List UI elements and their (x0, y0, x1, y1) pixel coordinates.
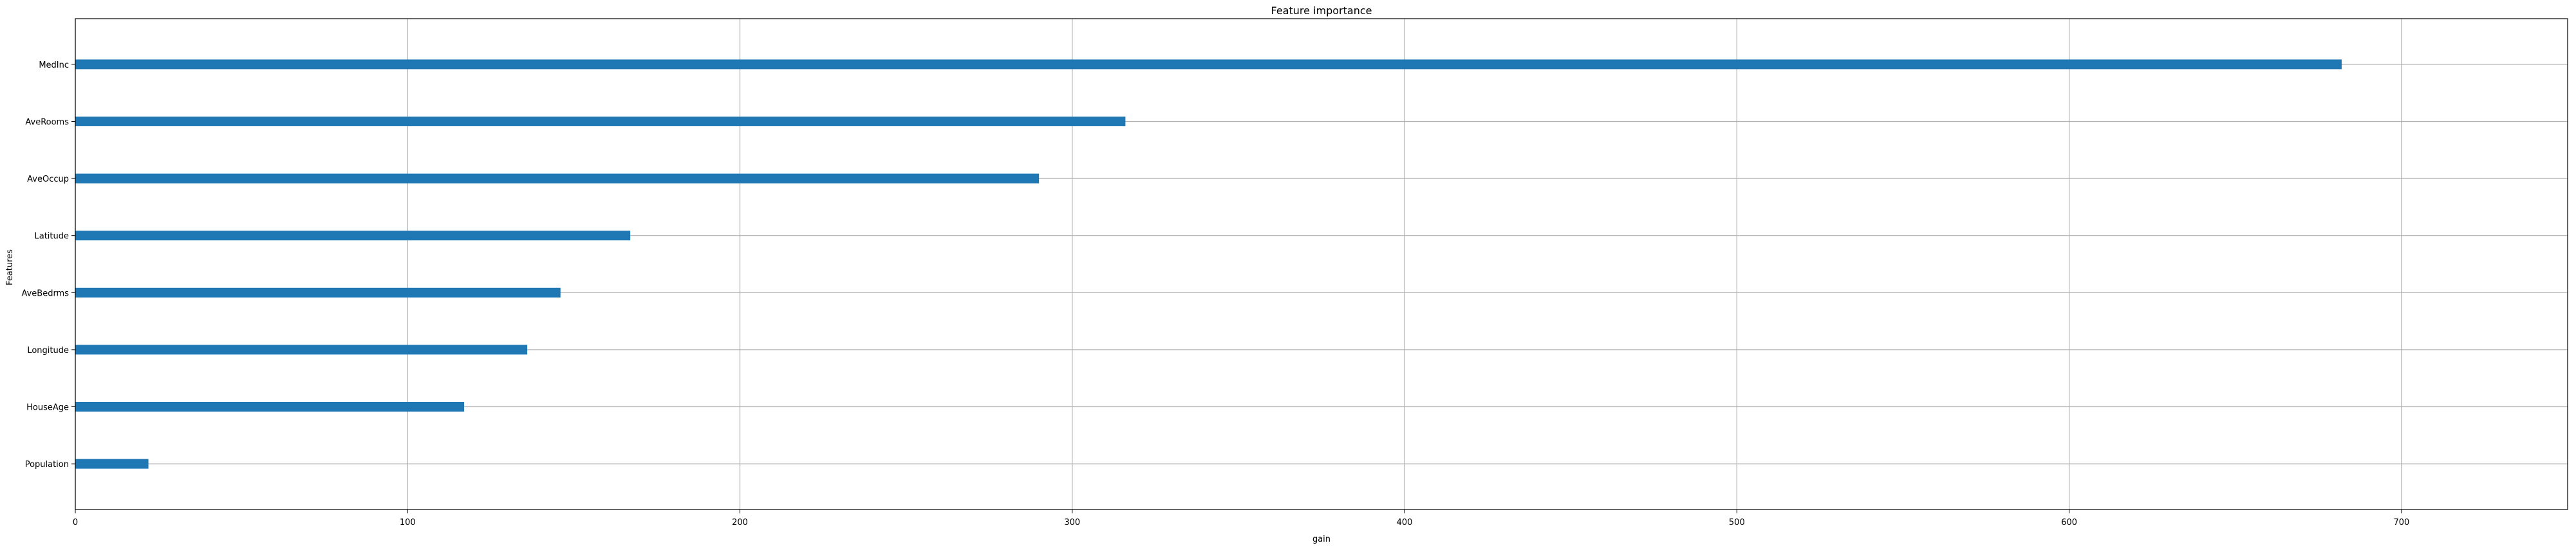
y-axis-label: Features (5, 249, 15, 285)
y-tick-label: AveBedrms (21, 289, 69, 298)
x-tick-label: 0 (73, 518, 78, 528)
bar-medinc (75, 59, 2342, 70)
x-tick-label: 400 (1397, 518, 1413, 528)
x-tick-label: 500 (1729, 518, 1745, 528)
x-ticks: 0 100 200 300 400 500 600 700 (73, 509, 2409, 528)
y-tick-label: Population (25, 460, 69, 470)
y-tick-label: AveRooms (25, 117, 69, 127)
chart-title: Feature importance (1271, 5, 1372, 17)
x-tick-label: 600 (2061, 518, 2077, 528)
y-tick-label: Longitude (27, 346, 69, 356)
x-tick-label: 200 (732, 518, 748, 528)
x-tick-label: 300 (1064, 518, 1080, 528)
bar-latitude (75, 231, 631, 241)
bar-aveoccup (75, 173, 1040, 184)
bar-longitude (75, 345, 528, 355)
plot-frame (75, 18, 2568, 510)
y-tick-label: Latitude (34, 232, 69, 242)
y-tick-label: HouseAge (26, 403, 69, 413)
x-tick-label: 100 (400, 518, 416, 528)
y-tick-label: AveOccup (27, 175, 69, 184)
bar-avebedrms (75, 287, 561, 298)
bar-houseage (75, 402, 465, 412)
x-axis-label: gain (1312, 535, 1330, 544)
y-tick-label: MedInc (39, 61, 69, 70)
bars (75, 59, 2342, 469)
x-tick-label: 700 (2393, 518, 2409, 528)
bar-averooms (75, 116, 1126, 126)
y-ticks: Population HouseAge Longitude AveBedrms Lati… (21, 61, 75, 470)
bar-population (75, 459, 149, 469)
